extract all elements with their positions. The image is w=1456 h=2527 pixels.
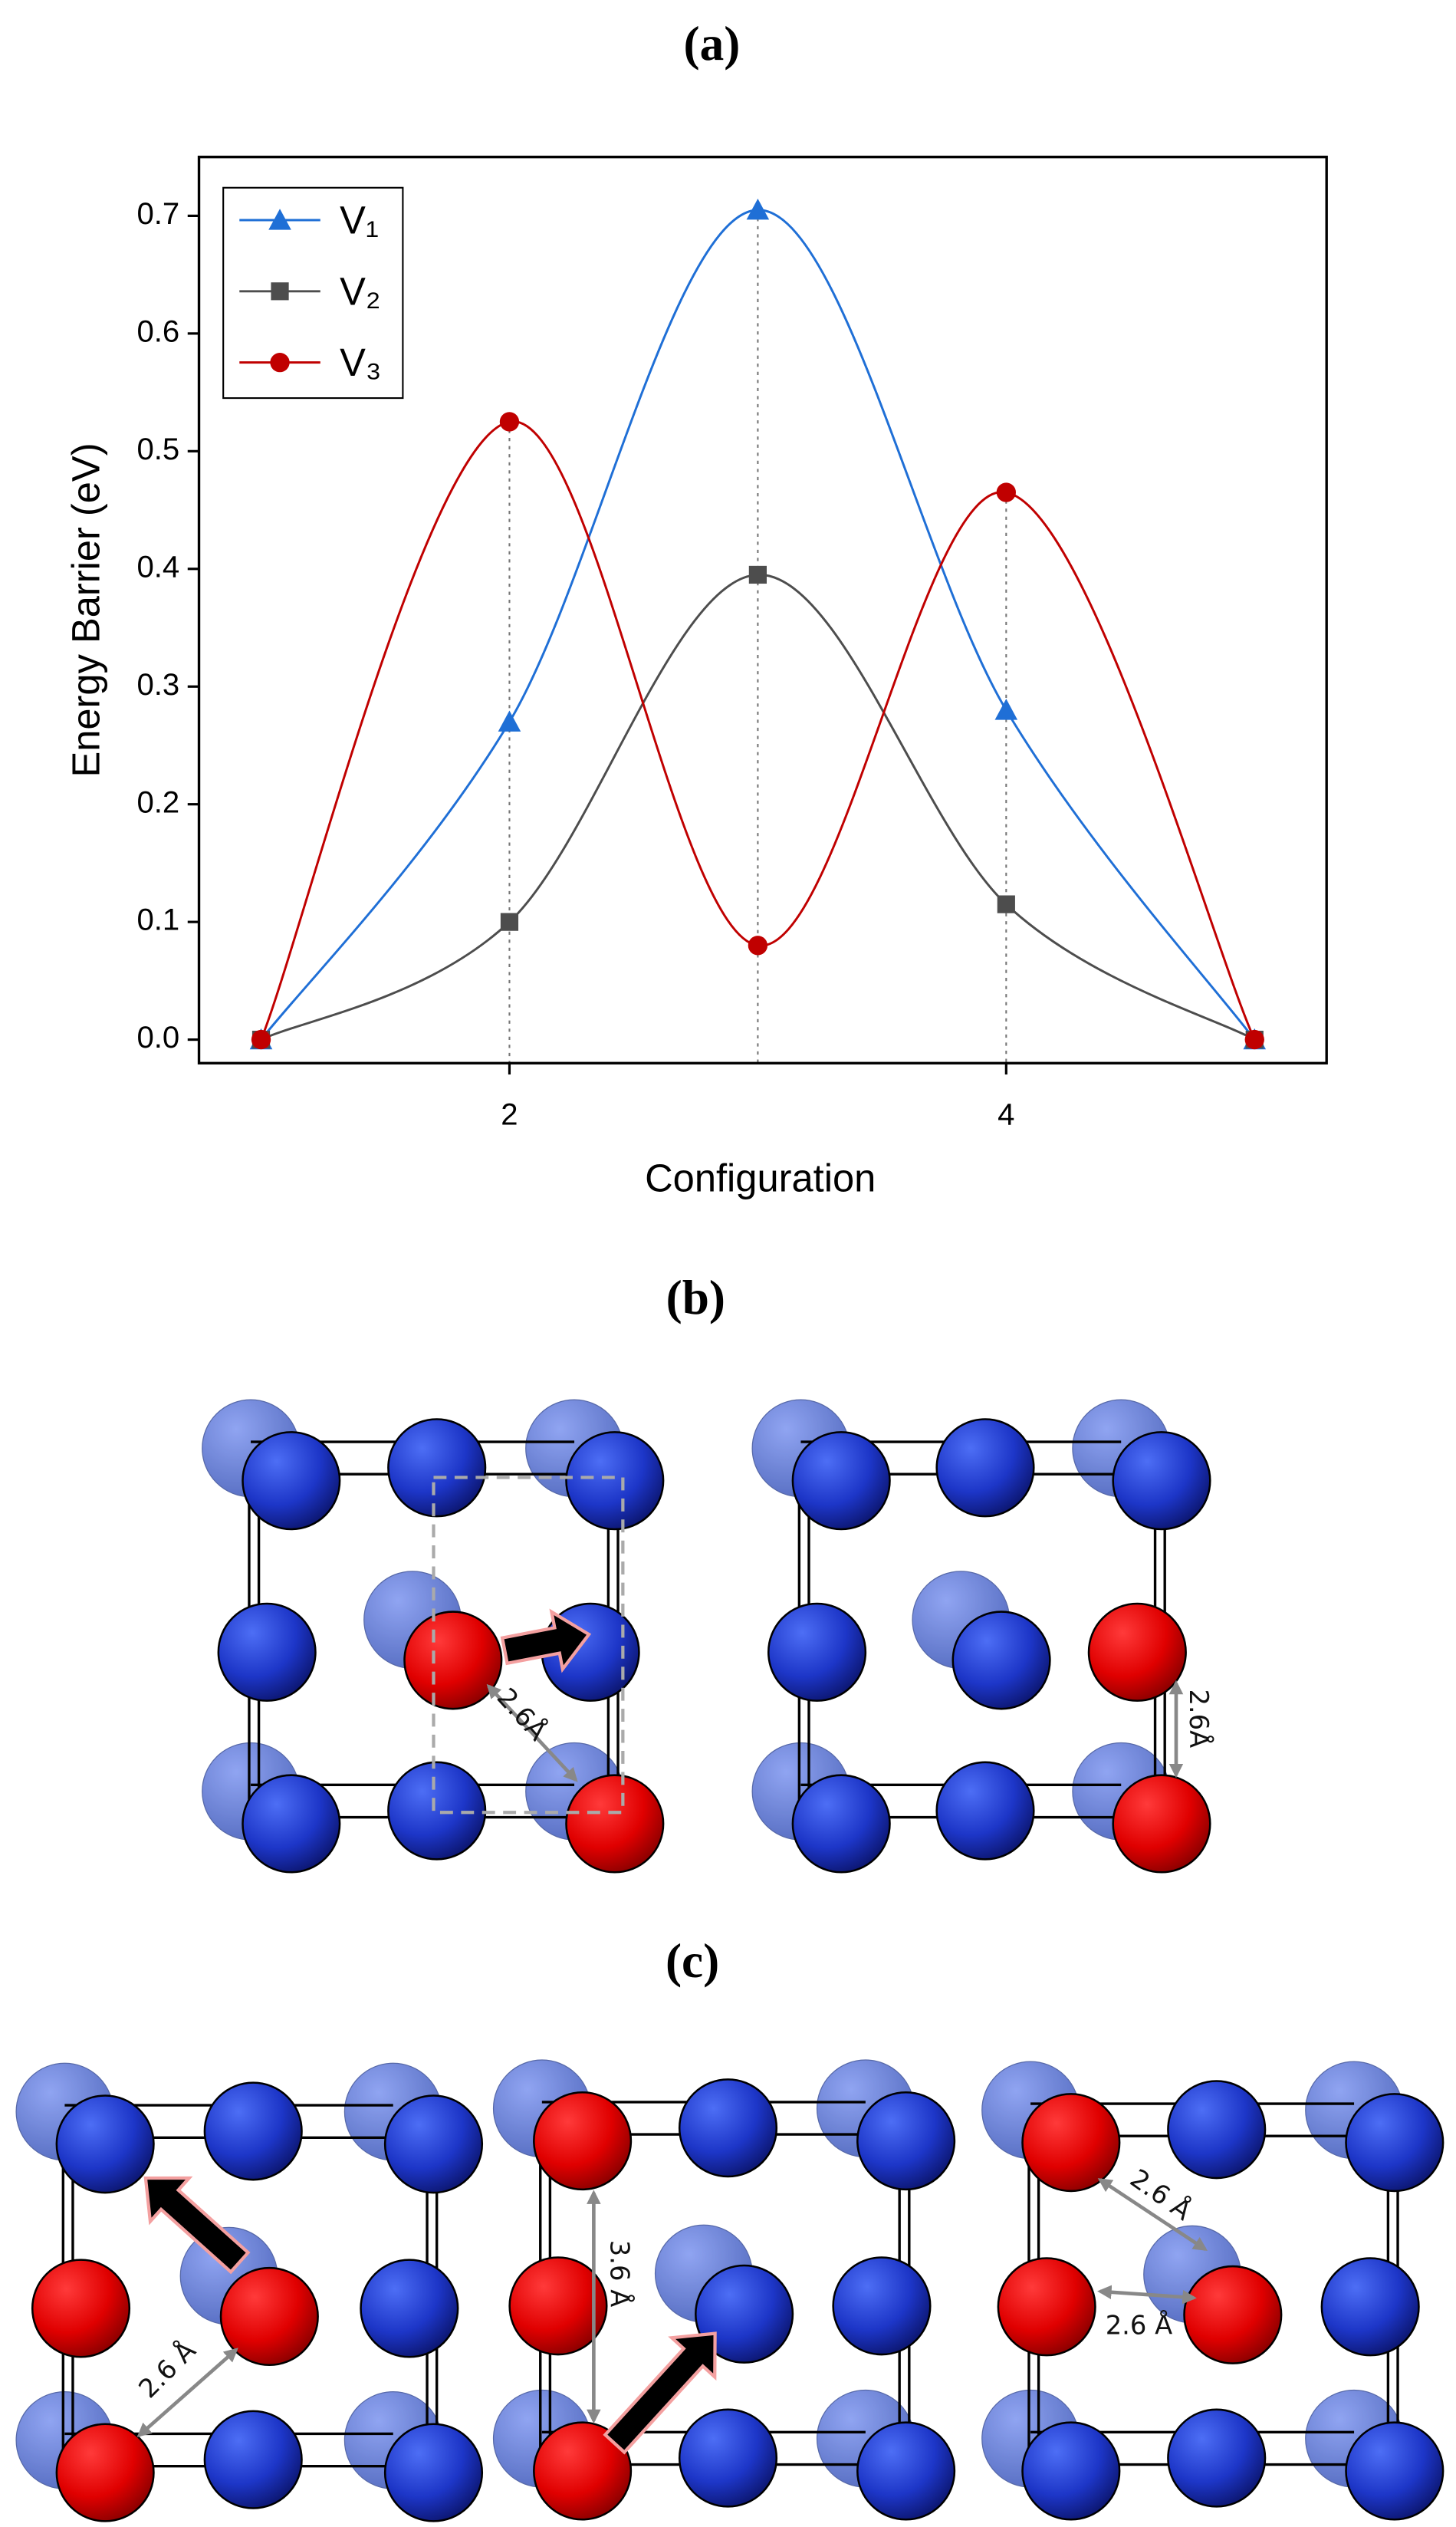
legend: V₁ V₂ V₃	[222, 186, 404, 400]
blue-atom	[1167, 2408, 1267, 2508]
blue-atom	[203, 2081, 303, 2181]
distance-label: 2.6 Å	[133, 2335, 202, 2404]
point	[1244, 1029, 1264, 1050]
move-arrow	[603, 2331, 717, 2455]
red-atom	[1183, 2265, 1283, 2364]
distance-label: 2.6Å	[1184, 1689, 1214, 1748]
blue-atom	[856, 2421, 956, 2521]
red-atom	[403, 1611, 503, 1710]
blue-atom	[1021, 2421, 1121, 2521]
arrow-shape	[603, 2331, 717, 2455]
blue-atom	[1167, 2080, 1267, 2180]
blue-atom	[203, 2410, 303, 2509]
point	[748, 565, 767, 584]
point	[500, 913, 519, 931]
red-atom	[31, 2259, 131, 2358]
legend-label: V₂	[340, 269, 380, 313]
blue-atom	[383, 2094, 484, 2194]
blue-atom	[678, 2078, 778, 2178]
point	[748, 936, 768, 956]
distance-line	[486, 1683, 578, 1782]
x-axis-label: Configuration	[645, 1157, 876, 1200]
point	[498, 710, 521, 732]
y-tick-label: 0.5	[136, 433, 179, 466]
blue-atom	[242, 1431, 341, 1531]
panel-label: (a)	[684, 17, 741, 71]
point	[499, 412, 520, 432]
blue-atom	[387, 1418, 487, 1518]
legend-label: V₃	[340, 341, 381, 384]
blue-atom	[1112, 1431, 1211, 1531]
blue-atom	[678, 2408, 778, 2508]
distance-line	[1097, 2178, 1208, 2251]
blue-atom	[767, 1602, 867, 1702]
dashed-box	[432, 1476, 625, 1815]
y-tick-label: 0.4	[136, 550, 179, 584]
legend-label: V₁	[340, 199, 379, 242]
legend-marker	[270, 352, 290, 373]
blue-atom	[383, 2423, 484, 2522]
blue-atom	[242, 1774, 341, 1874]
red-atom	[533, 2091, 633, 2191]
panel-label: (c)	[666, 1934, 719, 1988]
red-atom	[565, 1774, 665, 1874]
blue-atom	[951, 1611, 1051, 1710]
point	[996, 482, 1016, 502]
distance-label: 2.6 Å	[1106, 2310, 1173, 2341]
arrow-shape	[500, 1608, 592, 1673]
red-atom	[55, 2423, 155, 2522]
plot-frame	[197, 155, 1328, 1064]
blue-atom	[695, 2264, 794, 2364]
move-arrow	[500, 1608, 592, 1673]
blue-atom	[1345, 2421, 1444, 2521]
legend-marker	[271, 282, 289, 301]
red-atom	[1021, 2093, 1121, 2193]
red-atom	[1087, 1602, 1187, 1702]
y-axis-label: Energy Barrier (eV)	[64, 443, 107, 777]
x-tick-label: 4	[998, 1098, 1014, 1132]
line	[260, 573, 1255, 1041]
blue-atom	[791, 1431, 891, 1531]
blue-atom	[55, 2094, 155, 2194]
red-atom	[219, 2266, 319, 2367]
legend-marker	[268, 209, 291, 230]
arrow-shape	[143, 2176, 251, 2275]
point	[997, 895, 1015, 913]
distance-line	[136, 2348, 238, 2438]
y-tick-label: 0.0	[136, 1021, 179, 1055]
panel-label: (b)	[666, 1271, 725, 1324]
red-atom	[1112, 1774, 1211, 1874]
blue-atom	[217, 1602, 317, 1702]
point	[994, 699, 1018, 720]
blue-atom	[832, 2256, 932, 2356]
distance-line	[1097, 2285, 1197, 2305]
red-atom	[997, 2257, 1096, 2357]
y-tick-label: 0.2	[136, 785, 179, 819]
plot: 0.0 0.1 0.2 0.3 0.4 0.5 0.6 0.7 2 4 V₁ V₂ V₃	[136, 155, 1328, 1132]
red-atom	[533, 2421, 633, 2521]
blue-atom	[856, 2091, 956, 2191]
point	[251, 1029, 271, 1050]
blue-atom	[360, 2259, 459, 2358]
red-atom	[508, 2256, 608, 2356]
y-tick-label: 0.1	[136, 903, 179, 937]
distance-label: 2.6Å	[491, 1682, 554, 1746]
y-tick-label: 0.3	[136, 668, 179, 702]
y-tick-label: 0.6	[136, 314, 179, 348]
crystal-diagrams: 2.6Å 2.6Å 2.6 Å 3.6 Å 2.6 Å 2.6 Å	[15, 1399, 1444, 2522]
x-tick-label: 2	[501, 1098, 518, 1132]
move-arrow	[143, 2176, 251, 2275]
blue-atom	[791, 1774, 891, 1874]
distance-label: 3.6 Å	[605, 2240, 636, 2308]
blue-atom	[935, 1761, 1035, 1861]
point	[746, 198, 770, 220]
blue-atom	[1320, 2257, 1420, 2357]
blue-atom	[1345, 2093, 1444, 2193]
blue-atom	[565, 1431, 665, 1531]
y-tick-label: 0.7	[136, 197, 179, 231]
blue-atom	[935, 1418, 1035, 1518]
distance-label: 2.6 Å	[1125, 2163, 1198, 2226]
